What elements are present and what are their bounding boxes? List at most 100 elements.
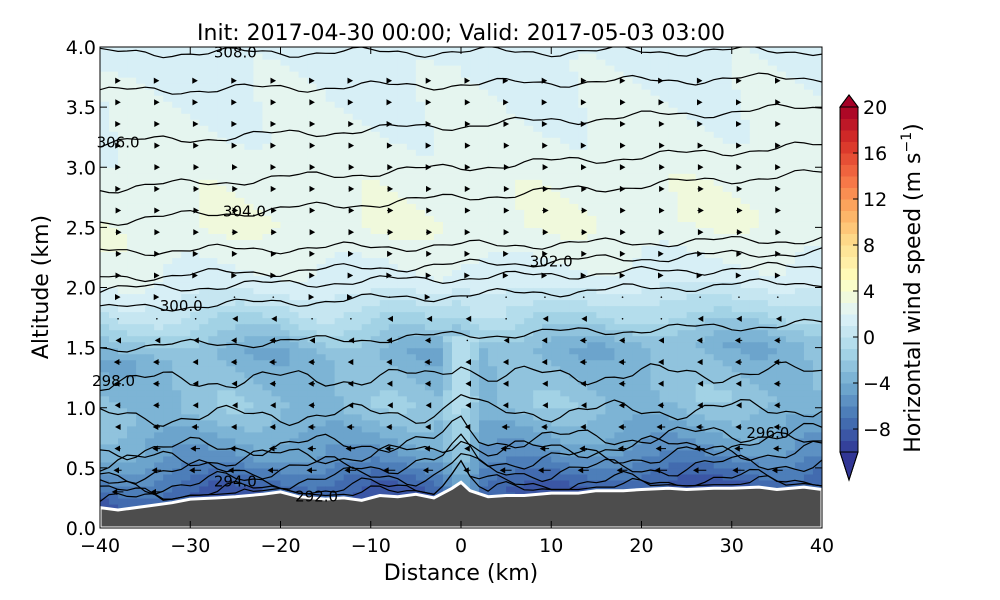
field-cell [388,485,399,493]
field-cell [470,335,480,343]
field-cell [497,131,507,138]
field-cell [226,431,236,439]
field-cell [515,179,525,186]
field-cell [109,197,119,204]
field-cell [307,461,318,469]
field-cell [470,383,480,391]
field-cell [163,371,173,379]
field-cell [451,359,462,367]
field-cell [614,311,625,319]
field-cell [497,437,507,445]
field-cell [199,281,209,289]
field-cell [415,407,426,415]
field-cell [271,185,282,192]
field-cell [397,107,408,114]
field-cell [560,83,570,90]
field-cell [587,383,597,391]
field-cell [154,323,164,331]
field-cell [479,323,489,331]
field-cell [415,167,426,174]
field-cell [388,467,399,475]
field-cell [632,131,643,138]
field-cell [379,413,390,421]
field-cell [145,149,155,156]
field-cell [253,413,264,421]
field-cell [235,383,245,391]
field-cell [253,215,264,222]
field-cell [515,173,525,180]
field-cell [100,353,110,361]
field-cell [271,293,282,301]
field-cell [154,89,164,96]
field-cell [172,197,182,204]
field-cell [199,461,209,469]
field-cell [100,179,110,186]
field-cell [506,263,516,271]
field-cell [145,347,155,355]
field-cell [253,365,264,373]
field-cell [316,233,327,240]
field-cell [614,95,625,102]
field-cell [316,137,327,144]
field-cell [334,359,345,367]
field-cell [587,371,597,379]
field-cell [118,401,128,409]
field-cell [145,413,155,421]
field-cell [307,65,318,72]
field-cell [109,173,119,180]
field-cell [596,371,606,379]
field-cell [343,245,354,253]
field-cell [497,395,507,403]
field-cell [596,83,606,90]
field-cell [280,173,291,180]
field-cell [361,113,372,120]
field-cell [650,419,661,427]
field-cell [325,395,336,403]
field-cell [623,431,634,439]
field-cell [370,167,381,174]
field-cell [280,71,291,78]
field-cell [325,59,336,66]
field-cell [524,425,534,433]
field-cell [461,395,471,403]
field-cell [280,161,291,168]
field-cell [614,71,625,78]
field-cell [470,431,480,439]
field-cell [316,269,327,277]
field-cell [352,467,363,475]
field-cell [145,245,155,253]
field-cell [100,173,110,180]
field-cell [100,143,110,150]
field-cell [596,197,606,204]
field-cell [226,107,236,114]
field-cell [352,485,363,493]
field-cell [181,263,191,271]
field-cell [217,443,227,451]
field-cell [100,95,110,102]
field-cell [479,395,489,403]
field-cell [470,53,480,60]
field-cell [451,479,462,487]
field-cell [614,389,625,397]
field-cell [397,359,408,367]
field-cell [623,89,634,96]
field-cell [217,293,227,301]
field-cell [334,371,345,379]
field-cell [334,143,345,150]
field-cell [235,95,245,102]
field-cell [461,377,471,385]
field-cell [226,71,236,78]
field-cell [334,263,345,271]
field-cell [614,149,625,156]
field-cell [109,317,119,325]
field-cell [424,485,435,493]
field-cell [118,137,128,144]
field-cell [145,101,155,108]
field-cell [632,365,643,373]
field-cell [298,389,309,397]
field-cell [415,449,426,457]
field-cell [172,125,182,132]
field-cell [442,65,453,72]
field-cell [397,257,408,265]
field-cell [163,137,173,144]
